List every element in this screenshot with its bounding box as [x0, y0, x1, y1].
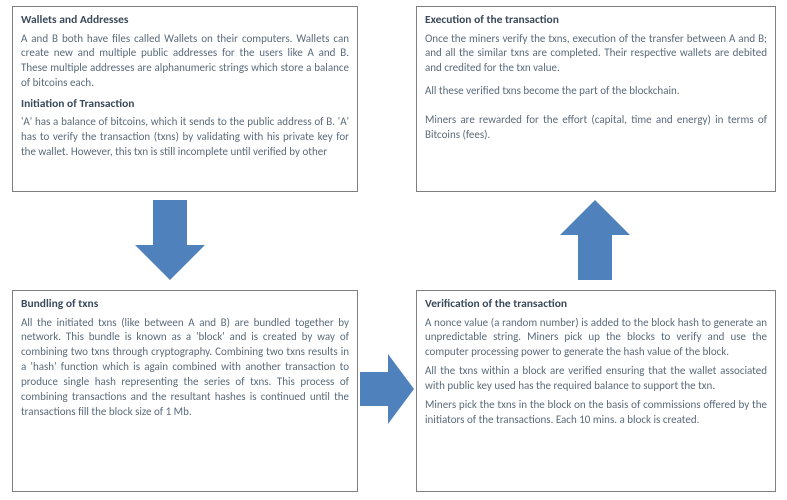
heading-initiation: Initiation of Transaction [21, 97, 349, 113]
box-bundling: Bundling of txns All the initiated txns … [12, 290, 358, 492]
text-verification-2: All the txns within a block are verified… [425, 364, 767, 394]
heading-bundling: Bundling of txns [21, 297, 349, 313]
text-execution-1: Once the miners verify the txns, executi… [425, 32, 767, 77]
arrow-up-icon [560, 200, 630, 280]
box-verification: Verification of the transaction A nonce … [416, 290, 776, 492]
text-initiation: 'A' has a balance of bitcoins, which it … [21, 115, 349, 160]
text-execution-2: All these verified txns become the part … [425, 84, 767, 99]
text-wallets: A and B both have files called Wallets o… [21, 32, 349, 91]
box-execution: Execution of the transaction Once the mi… [416, 6, 776, 192]
box-wallets-initiation: Wallets and Addresses A and B both have … [12, 6, 358, 192]
text-execution-3: Miners are rewarded for the effort (capi… [425, 113, 767, 143]
heading-verification: Verification of the transaction [425, 297, 767, 313]
arrow-down-icon [135, 200, 205, 280]
arrow-right-icon [360, 354, 414, 424]
text-verification-3: Miners pick the txns in the block on the… [425, 398, 767, 428]
heading-execution: Execution of the transaction [425, 13, 767, 29]
text-bundling: All the initiated txns (like between A a… [21, 316, 349, 420]
heading-wallets: Wallets and Addresses [21, 13, 349, 29]
text-verification-1: A nonce value (a random number) is added… [425, 316, 767, 361]
